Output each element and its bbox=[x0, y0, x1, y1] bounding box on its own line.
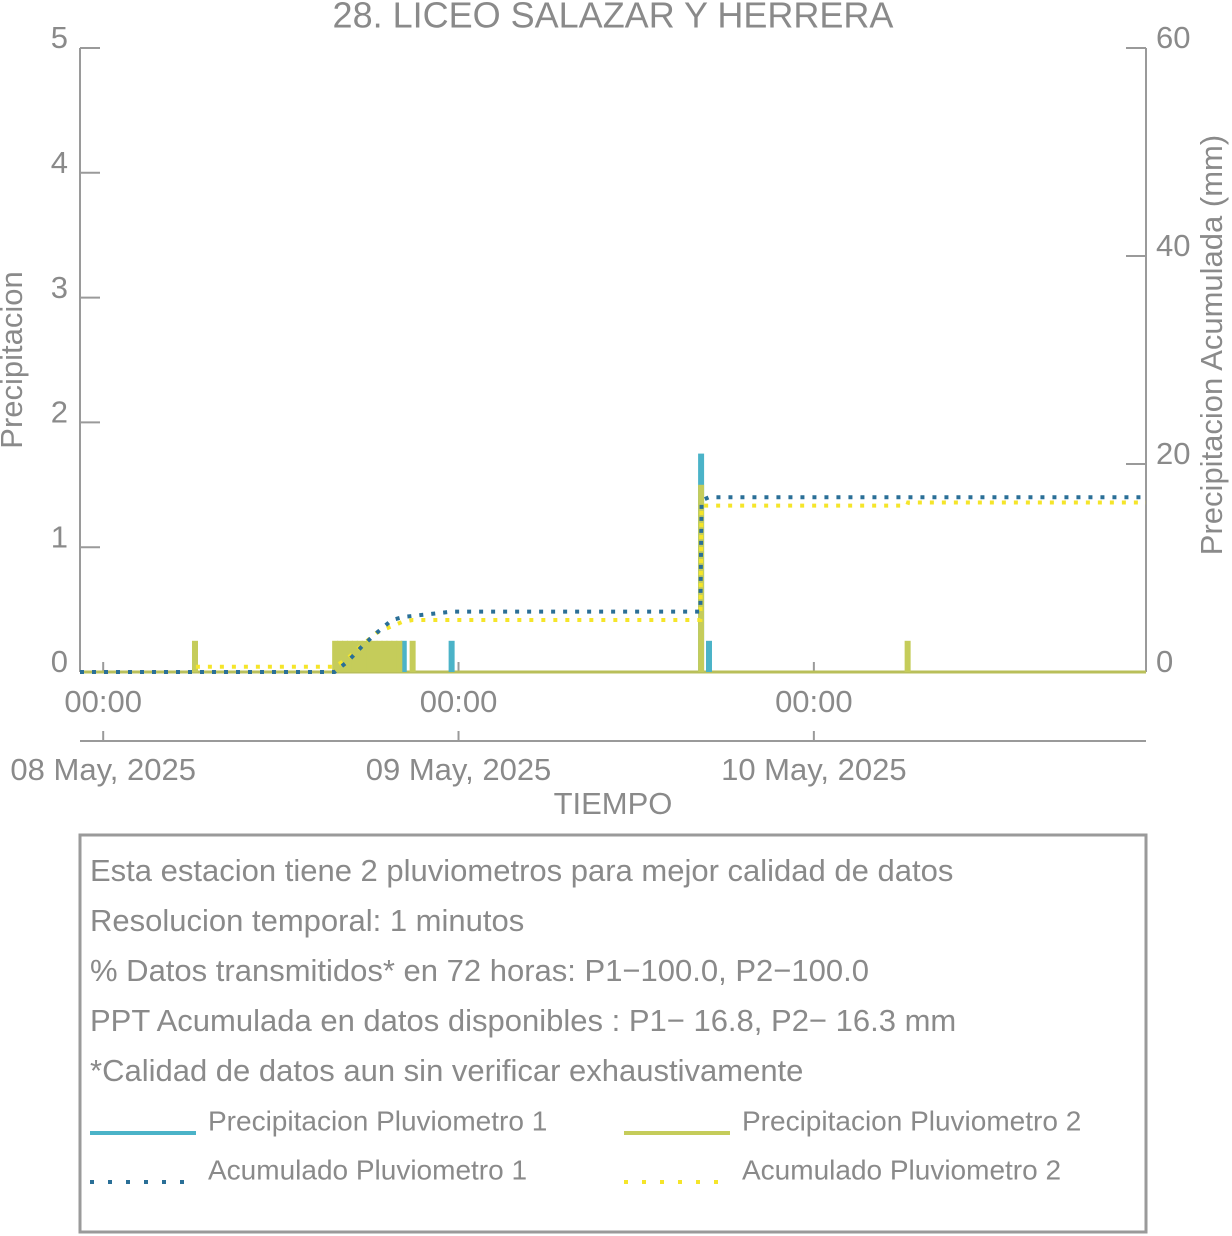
legend-label: Precipitacion Pluviometro 2 bbox=[742, 1105, 1081, 1136]
bar bbox=[409, 640, 416, 672]
y2-axis-label: Precipitacion Acumulada (mm) bbox=[1194, 135, 1229, 555]
y2-tick-label: 0 bbox=[1156, 644, 1173, 679]
x-tick-label: 00:00 bbox=[775, 684, 853, 719]
bar bbox=[337, 640, 344, 672]
x-tick-label: 00:00 bbox=[420, 684, 498, 719]
bar bbox=[191, 640, 198, 672]
bar bbox=[396, 640, 403, 672]
bar bbox=[381, 640, 388, 672]
line bbox=[80, 500, 1146, 674]
date-label: 08 May, 2025 bbox=[10, 752, 196, 787]
x-tick-label: 00:00 bbox=[64, 684, 142, 719]
info-box bbox=[78, 833, 1148, 1234]
legend-label: Acumulado Pluviometro 2 bbox=[742, 1154, 1061, 1185]
bar bbox=[904, 640, 911, 672]
bar bbox=[448, 640, 455, 672]
bar bbox=[332, 640, 339, 672]
bar bbox=[361, 640, 368, 672]
bar bbox=[391, 640, 398, 672]
bar bbox=[356, 640, 363, 672]
y-tick-label: 4 bbox=[51, 145, 68, 180]
y-tick-label: 1 bbox=[51, 519, 68, 554]
y-tick-label: 3 bbox=[51, 270, 68, 305]
bar bbox=[351, 640, 358, 672]
date-label: 10 May, 2025 bbox=[721, 752, 907, 787]
y-tick-label: 5 bbox=[51, 20, 68, 55]
bar bbox=[400, 640, 407, 672]
info-line: % Datos transmitidos* en 72 horas: P1−10… bbox=[90, 953, 869, 988]
y2-tick-label: 40 bbox=[1156, 228, 1190, 263]
bar bbox=[705, 640, 712, 672]
bar bbox=[342, 640, 349, 672]
y-axis-label: Precipitacion bbox=[0, 271, 29, 448]
bar bbox=[376, 640, 383, 672]
bar bbox=[371, 640, 378, 672]
bar bbox=[366, 640, 373, 672]
info-line: PPT Acumulada en datos disponibles : P1−… bbox=[90, 1003, 956, 1038]
legend-label: Precipitacion Pluviometro 1 bbox=[208, 1105, 547, 1136]
info-line: Esta estacion tiene 2 pluviometros para … bbox=[90, 853, 953, 888]
info-line: Resolucion temporal: 1 minutos bbox=[90, 903, 524, 938]
y2-tick-label: 20 bbox=[1156, 436, 1190, 471]
info-line: *Calidad de datos aun sin verificar exha… bbox=[90, 1053, 803, 1088]
y-tick-label: 0 bbox=[51, 644, 68, 679]
y-tick-label: 2 bbox=[51, 395, 68, 430]
date-label: 09 May, 2025 bbox=[366, 752, 552, 787]
chart-title: 28. LICEO SALAZAR Y HERRERA bbox=[333, 0, 894, 36]
y2-tick-label: 60 bbox=[1156, 20, 1190, 55]
x-axis-label: TIEMPO bbox=[554, 786, 673, 821]
legend-label: Acumulado Pluviometro 1 bbox=[208, 1154, 527, 1185]
line bbox=[80, 495, 1146, 674]
bar bbox=[386, 640, 393, 672]
